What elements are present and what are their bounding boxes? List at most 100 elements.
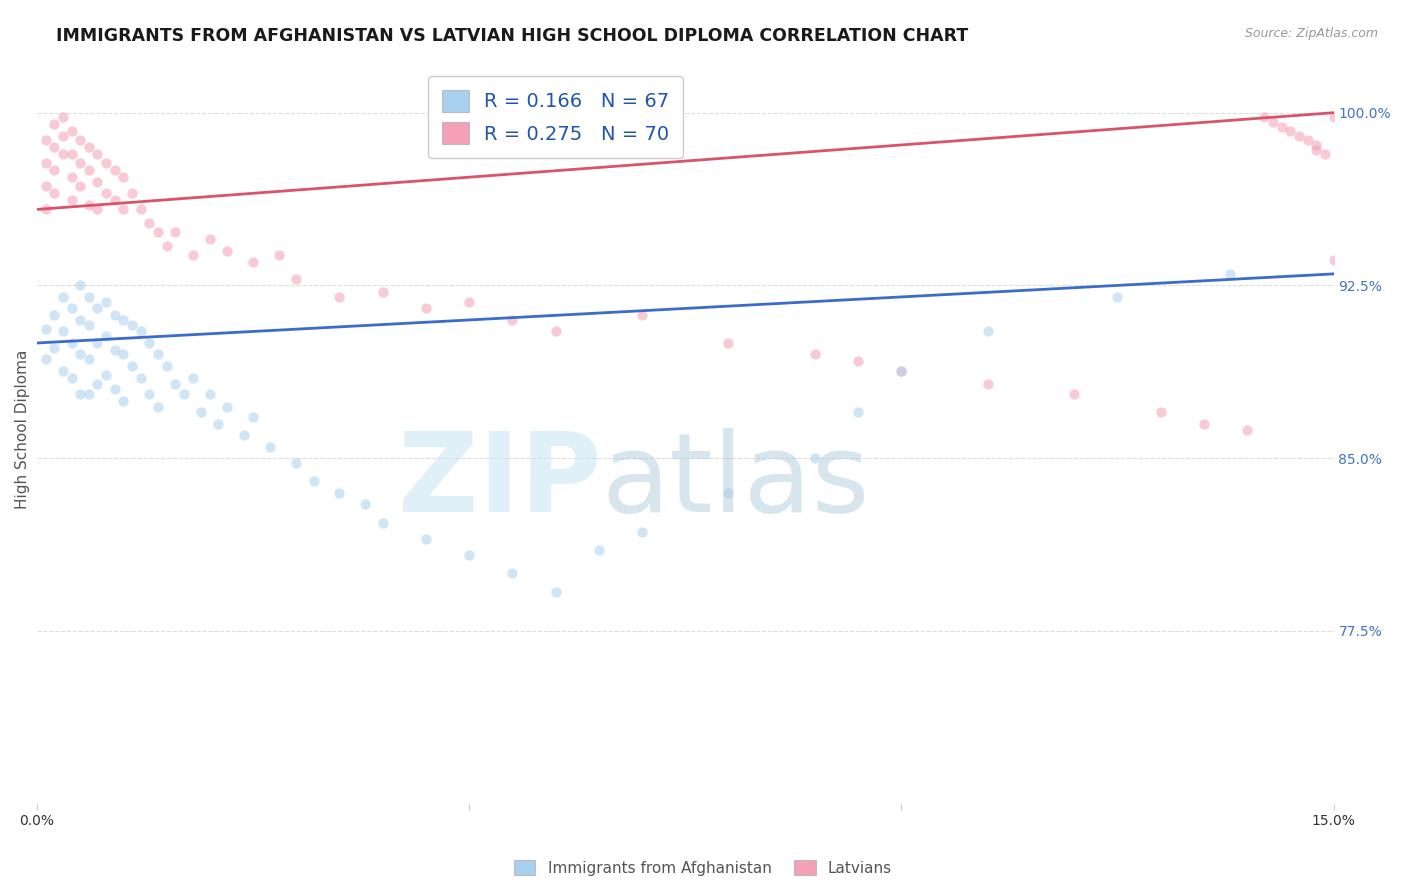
Point — [138, 216, 160, 230]
Point — [354, 497, 377, 511]
Y-axis label: High School Diploma: High School Diploma — [15, 350, 30, 509]
Point — [129, 325, 152, 339]
Point — [77, 318, 100, 332]
Point — [890, 363, 912, 377]
Point — [1279, 124, 1302, 138]
Point — [544, 325, 567, 339]
Point — [371, 516, 394, 530]
Point — [34, 133, 56, 147]
Point — [104, 309, 127, 323]
Point — [1305, 137, 1327, 152]
Point — [52, 363, 75, 377]
Point — [198, 386, 221, 401]
Point — [233, 428, 256, 442]
Text: ZIP: ZIP — [398, 428, 600, 535]
Point — [34, 202, 56, 217]
Point — [458, 548, 481, 562]
Point — [69, 313, 91, 327]
Point — [44, 341, 66, 355]
Point — [302, 474, 325, 488]
Point — [86, 336, 108, 351]
Point — [34, 322, 56, 336]
Point — [129, 202, 152, 217]
Point — [267, 248, 290, 262]
Point — [34, 156, 56, 170]
Point — [69, 179, 91, 194]
Point — [94, 294, 117, 309]
Point — [458, 294, 481, 309]
Point — [44, 163, 66, 178]
Point — [69, 133, 91, 147]
Point — [1322, 111, 1344, 125]
Point — [198, 232, 221, 246]
Point — [112, 347, 135, 361]
Point — [44, 186, 66, 201]
Point — [94, 368, 117, 383]
Point — [544, 584, 567, 599]
Point — [60, 193, 83, 207]
Point — [1253, 111, 1275, 125]
Point — [1288, 128, 1310, 143]
Point — [60, 147, 83, 161]
Point — [77, 290, 100, 304]
Point — [173, 386, 195, 401]
Point — [501, 566, 523, 581]
Point — [165, 226, 187, 240]
Point — [69, 386, 91, 401]
Point — [52, 325, 75, 339]
Point — [977, 377, 1000, 392]
Point — [190, 405, 212, 419]
Text: atlas: atlas — [600, 428, 869, 535]
Point — [112, 202, 135, 217]
Point — [804, 451, 827, 466]
Point — [34, 179, 56, 194]
Point — [52, 128, 75, 143]
Point — [104, 382, 127, 396]
Point — [242, 409, 264, 424]
Point — [328, 485, 350, 500]
Point — [1192, 417, 1215, 431]
Point — [52, 147, 75, 161]
Point — [1261, 115, 1284, 129]
Point — [501, 313, 523, 327]
Point — [44, 140, 66, 154]
Point — [77, 352, 100, 367]
Point — [415, 532, 437, 546]
Point — [94, 186, 117, 201]
Point — [104, 163, 127, 178]
Point — [181, 248, 204, 262]
Point — [121, 359, 143, 373]
Point — [181, 370, 204, 384]
Point — [94, 156, 117, 170]
Point — [69, 156, 91, 170]
Point — [146, 347, 169, 361]
Point — [69, 347, 91, 361]
Point — [60, 124, 83, 138]
Text: Source: ZipAtlas.com: Source: ZipAtlas.com — [1244, 27, 1378, 40]
Point — [631, 524, 654, 539]
Point — [86, 175, 108, 189]
Point — [242, 255, 264, 269]
Point — [1236, 424, 1258, 438]
Point — [69, 278, 91, 293]
Point — [415, 301, 437, 316]
Point — [285, 271, 308, 285]
Point — [1271, 120, 1294, 134]
Point — [155, 359, 177, 373]
Point — [804, 347, 827, 361]
Point — [60, 170, 83, 185]
Point — [146, 226, 169, 240]
Point — [1305, 143, 1327, 157]
Point — [217, 401, 239, 415]
Point — [138, 336, 160, 351]
Point — [977, 325, 1000, 339]
Point — [846, 405, 869, 419]
Point — [52, 290, 75, 304]
Point — [217, 244, 239, 258]
Point — [112, 393, 135, 408]
Point — [77, 386, 100, 401]
Point — [1322, 253, 1344, 268]
Point — [1063, 386, 1085, 401]
Point — [77, 163, 100, 178]
Point — [44, 309, 66, 323]
